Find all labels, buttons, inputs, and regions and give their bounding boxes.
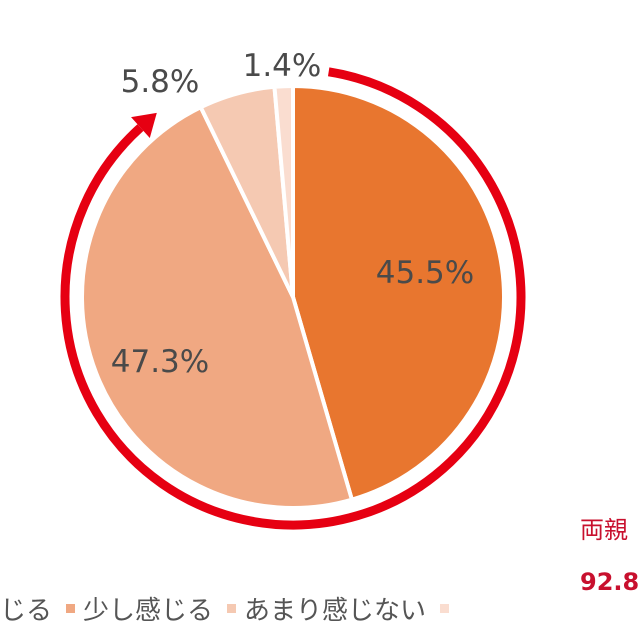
- data-label: 45.5%: [376, 255, 474, 291]
- legend: じる 少し感じる あまり感じない: [0, 590, 457, 627]
- legend-label: じる: [0, 596, 53, 626]
- legend-swatch: [227, 604, 237, 613]
- callout-title: 両親: [580, 516, 628, 544]
- legend-label: 少し感じる: [83, 596, 214, 626]
- callout-value: 92.8: [580, 568, 640, 596]
- legend-label: あまり感じない: [244, 596, 427, 626]
- legend-swatch: [66, 604, 76, 613]
- legend-swatch: [440, 604, 450, 613]
- pie-slice: [80, 104, 355, 510]
- pie-slice: [291, 83, 506, 503]
- arrow-arc: [60, 67, 526, 530]
- data-label: 47.3%: [111, 344, 209, 380]
- arrowhead-icon: [131, 112, 157, 138]
- data-label: 5.8%: [121, 64, 200, 100]
- data-label: 1.4%: [243, 48, 322, 84]
- pie-slice: [272, 83, 295, 298]
